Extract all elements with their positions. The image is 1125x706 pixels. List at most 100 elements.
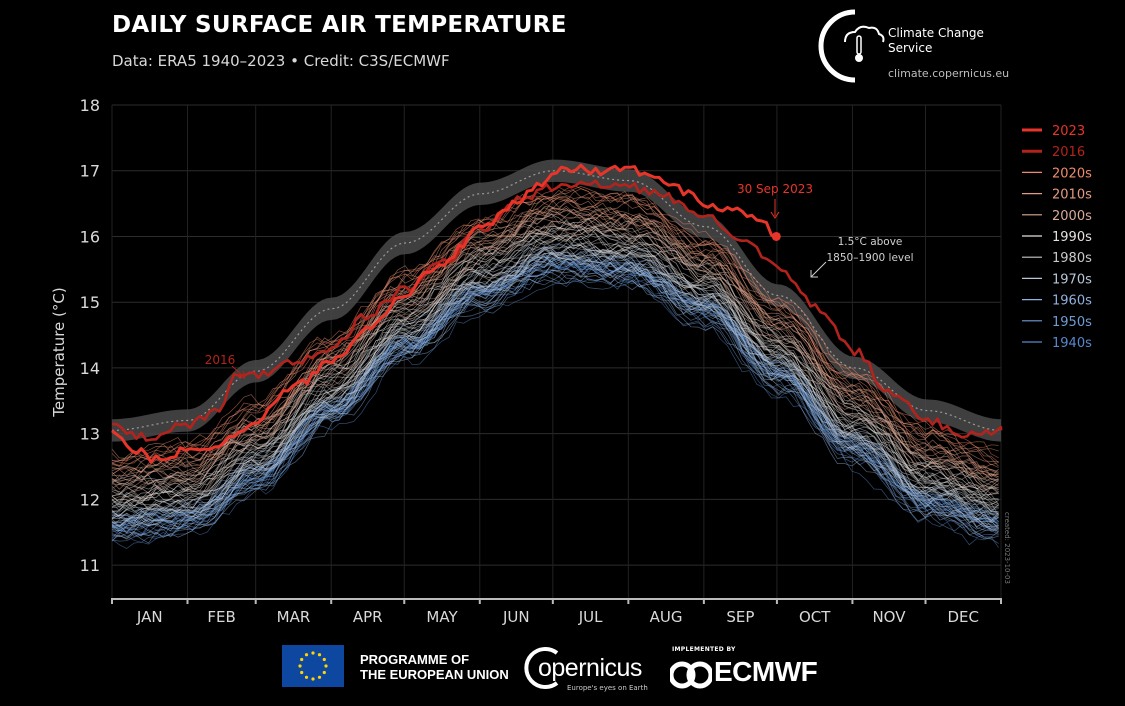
chart-title: DAILY SURFACE AIR TEMPERATURE [112,12,567,38]
x-tick-label: FEB [207,608,235,626]
ecmwf-wordmark: ECMWF [714,656,818,687]
decade-line-2010s [111,196,999,469]
decade-lines [111,185,999,550]
annotation-arrow-threshold [810,261,827,278]
decade-line-1960s [111,270,999,544]
eu-star [298,664,302,668]
x-tick-label: AUG [650,608,683,626]
decade-line-1990s [111,236,999,517]
decade-line-2020s [111,195,999,466]
eu-star [304,653,309,657]
decade-line-1950s [111,256,999,532]
eu-star [317,675,322,679]
x-tick-label: OCT [799,608,831,626]
x-tick-label: NOV [872,608,906,626]
decade-line-1940s [111,257,999,531]
eu-star [317,653,322,657]
eu-flag-logo [282,645,344,687]
y-tick-label: 17 [80,162,100,181]
y-tick-label: 11 [80,556,100,575]
y-tick-label: 13 [80,425,100,444]
decade-line-1990s [111,217,999,485]
y-tick-label: 12 [80,490,100,509]
service-url[interactable]: climate.copernicus.eu [888,67,1010,80]
decade-line-1980s [111,228,999,504]
decade-line-1990s [111,221,999,502]
decade-line-1970s [111,242,999,522]
eu-star [311,677,315,681]
line-2016 [111,179,1003,442]
eu-star [322,657,326,662]
annotation-arrowhead-2016 [237,370,246,379]
eu-star [311,651,315,655]
decade-line-1980s [111,245,999,517]
y-axis-label: Temperature (°C) [50,287,68,417]
eu-star [322,670,326,675]
watermark-created: created: 2023-10-03 [1003,512,1011,584]
decade-line-2010s [111,189,999,459]
decade-line-1960s [111,260,999,535]
chart-axes: 11 12 13 14 15 16 17 18 JAN FEB MAR APR MAY JUN JUL AUG… [50,96,1002,626]
decade-line-2010s [111,205,999,483]
annotation-threshold-line1: 1.5°C above [838,236,903,248]
service-name: Climate Change Service [888,26,984,55]
decade-line-1960s [111,268,999,538]
legend-label-1980s: 1980s [1052,251,1092,266]
annotation-2016: 2016 [205,353,236,367]
decade-line-1940s [111,278,999,550]
x-tick-label: JAN [136,608,163,626]
y-tick-label: 16 [80,227,100,246]
decade-line-1990s [111,214,999,487]
line-2023 [111,163,778,464]
copernicus-tagline: Europe's eyes on Earth [567,684,648,692]
legend-label-2010s: 2010s [1052,188,1092,203]
chart-legend: 2023 2016 2020s 2010s 2000s 1990s 1980s 1970s 19… [1022,124,1092,351]
legend-label-1960s: 1960s [1052,294,1092,309]
decade-line-2020s [111,188,999,463]
decade-line-2000s [111,213,999,490]
eu-star [324,664,328,668]
legend-label-1970s: 1970s [1052,272,1092,287]
highlight-lines [111,163,1003,464]
legend-label-2000s: 2000s [1052,209,1092,224]
decade-line-1980s [111,241,999,513]
x-tick-label: MAY [426,608,458,626]
chart-annotations: 30 Sep 2023 2016 1.5°C above 1850–1900 leve… [205,182,1011,584]
annotation-arrowhead-2023 [770,211,780,219]
eu-star [304,675,309,679]
x-tick-label: JUN [502,608,530,626]
decade-line-2010s [111,199,999,475]
x-tick-label: DEC [947,608,979,626]
legend-label-1990s: 1990s [1052,230,1092,245]
threshold-band [111,159,1002,442]
decade-line-1960s [111,254,999,533]
decade-line-1980s [111,223,999,506]
copernicus-logo [524,647,559,689]
decade-line-1950s [111,250,999,525]
legend-label-2016: 2016 [1052,145,1085,160]
annotation-threshold-line2: 1850–1900 level [827,252,914,264]
x-tick-label: APR [353,608,383,626]
last-point-2023 [771,231,781,241]
temperature-chart: 11 12 13 14 15 16 17 18 JAN FEB MAR APR MAY JUN JUL AUG… [50,96,1092,626]
eu-line-1: PROGRAMME OF [360,652,470,667]
decade-line-2000s [111,206,999,482]
legend-label-2023: 2023 [1052,124,1085,139]
legend-label-1940s: 1940s [1052,336,1092,351]
copernicus-wordmark: opernicus [538,654,642,682]
y-tick-label: 14 [80,359,100,378]
y-tick-label: 18 [80,96,100,115]
x-tick-label: SEP [726,608,754,626]
eu-programme-text: PROGRAMME OF THE EUROPEAN UNION [360,652,509,682]
decade-line-2020s [111,185,999,468]
ecmwf-logo [670,661,712,689]
legend-label-1950s: 1950s [1052,315,1092,330]
decade-line-1970s [111,248,999,527]
x-tick-label: JUL [578,608,603,626]
eu-line-2: THE EUROPEAN UNION [360,667,509,682]
eu-star [300,657,304,662]
annotation-arrow-2016 [231,365,245,378]
threshold-line [111,170,1002,431]
chart-subtitle: Data: ERA5 1940–2023 • Credit: C3S/ECMWF [112,52,450,70]
implemented-by-label: IMPLEMENTED BY [672,646,736,653]
